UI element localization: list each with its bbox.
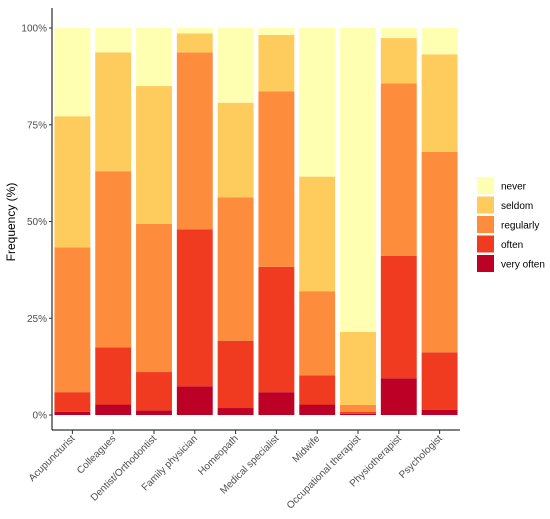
legend-swatch — [477, 177, 494, 194]
x-ticks-group: AcupuncturistColleaguesDentist/Orthodont… — [27, 430, 445, 511]
legend-label: regularly — [501, 221, 539, 232]
bar-segment — [380, 255, 417, 379]
bar-segment — [258, 91, 295, 267]
bar-segment — [421, 151, 458, 353]
bar-segment — [54, 392, 91, 412]
bar-segment — [217, 408, 254, 415]
x-tick-label: Acupuncturist — [27, 433, 78, 484]
y-tick-label: 75% — [27, 120, 47, 131]
bar-segment — [380, 378, 417, 415]
y-axis-title: Frequency (%) — [4, 183, 18, 262]
bar-segment — [340, 28, 376, 332]
bar-segment — [217, 340, 254, 409]
bar-segment — [340, 331, 376, 405]
bar-segment — [136, 28, 172, 87]
bar-segment — [258, 392, 295, 415]
bar-segment — [258, 28, 295, 35]
bar-segment — [136, 223, 172, 373]
bar-segment — [258, 266, 295, 393]
bar-segment — [258, 34, 295, 92]
y-tick-label: 25% — [27, 314, 47, 325]
legend-swatch — [477, 196, 494, 214]
bar-segment — [380, 28, 417, 39]
bar-segment — [54, 116, 91, 248]
bar-segment — [217, 102, 254, 198]
x-tick-label: Colleagues — [75, 433, 118, 476]
bar-segment — [95, 52, 132, 172]
bar-segment — [299, 404, 336, 415]
bars-group — [54, 28, 458, 415]
bar-segment — [299, 375, 336, 405]
bar-segment — [136, 86, 172, 224]
bar-segment — [176, 33, 213, 53]
x-tick-label: Occupational therapist — [285, 433, 363, 511]
legend-swatch — [477, 235, 494, 253]
legend-label: seldom — [501, 201, 533, 212]
bar-segment — [176, 52, 213, 230]
bar-segment — [421, 352, 458, 410]
bar-segment — [176, 229, 213, 387]
bar-segment — [54, 247, 91, 393]
x-tick-label: Homeopath — [196, 433, 240, 477]
bar-segment — [421, 409, 458, 415]
bar-segment — [421, 28, 458, 55]
y-tick-label: 100% — [21, 24, 47, 35]
y-tick-label: 50% — [27, 217, 47, 228]
bar-segment — [421, 54, 458, 152]
legend-swatch — [477, 216, 494, 233]
y-tick-label: 0% — [33, 411, 48, 422]
bar-segment — [136, 410, 172, 415]
bar-segment — [54, 28, 91, 117]
bar-segment — [380, 83, 417, 256]
bar-segment — [95, 404, 132, 415]
bar-segment — [340, 411, 376, 414]
bar-segment — [380, 38, 417, 84]
bar-segment — [340, 413, 376, 415]
legend: never seldom regularly often very often — [477, 177, 545, 272]
bar-segment — [176, 28, 213, 34]
bar-segment — [340, 404, 376, 412]
y-ticks-group: 0% 25% 50% 75% 100% — [21, 24, 52, 422]
legend-label: never — [501, 182, 527, 193]
legend-swatch — [477, 255, 494, 272]
bar-segment — [95, 171, 132, 348]
bar-segment — [176, 386, 213, 415]
legend-label: very often — [501, 260, 545, 271]
bar-segment — [136, 372, 172, 411]
bar-segment — [299, 291, 336, 376]
bar-segment — [217, 197, 254, 341]
bar-segment — [95, 28, 132, 53]
legend-label: often — [501, 240, 523, 251]
bar-segment — [299, 176, 336, 292]
x-tick-label: Midwife — [291, 433, 323, 465]
bar-segment — [95, 347, 132, 405]
bar-segment — [299, 28, 336, 177]
bar-segment — [54, 411, 91, 415]
bar-segment — [217, 28, 254, 103]
x-tick-label: Psychologist — [397, 433, 445, 481]
